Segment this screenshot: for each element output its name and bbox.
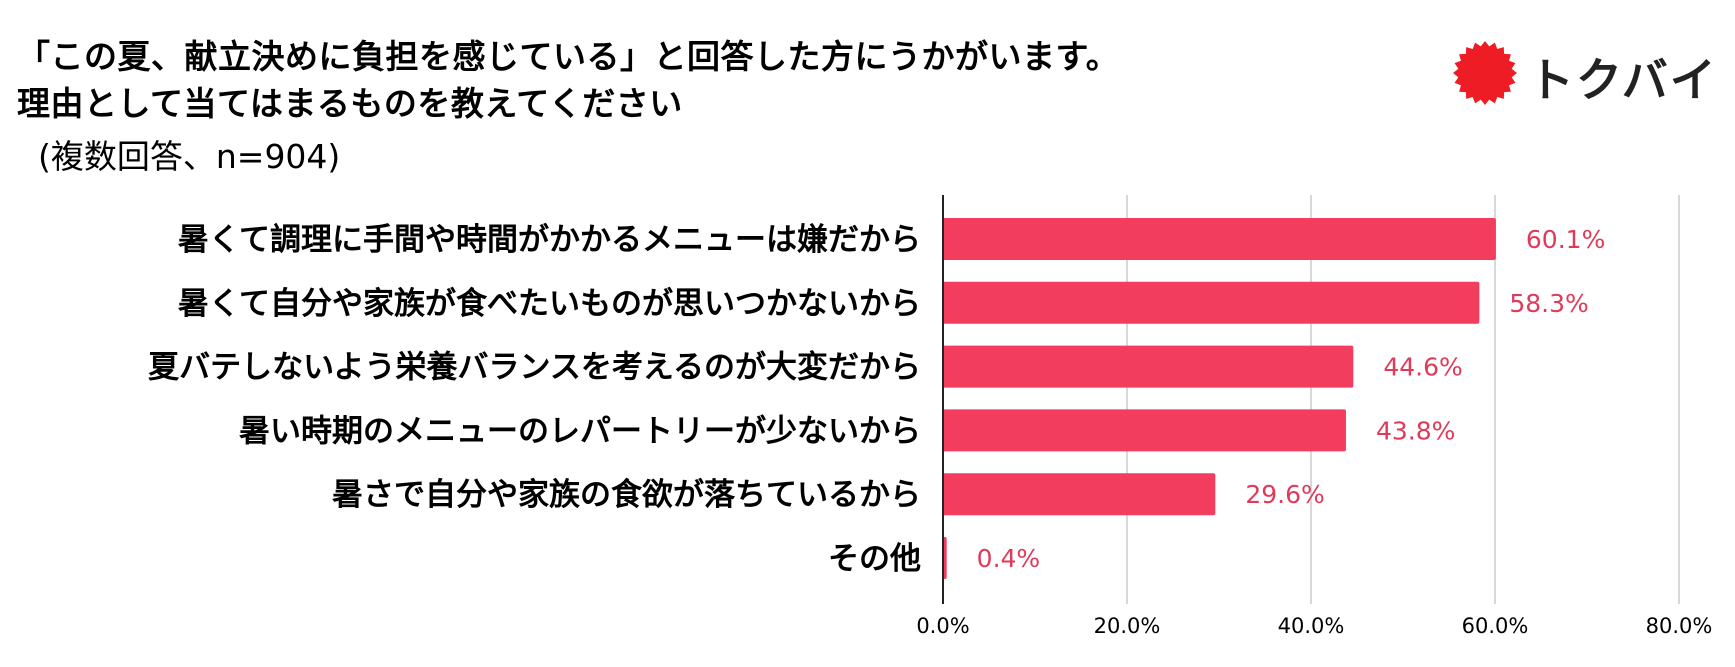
category-label: 夏バテしないよう栄養バランスを考えるのが大変だから (148, 350, 921, 386)
category-label: 暑くて自分や家族が食べたいものが思いつかないから (178, 286, 921, 322)
bar-value-label: 29.6% (1245, 480, 1324, 509)
x-tick-label: 0.0% (916, 614, 969, 638)
x-tick-label: 20.0% (1094, 614, 1161, 638)
category-label: 暑さで自分や家族の食欲が落ちているから (332, 477, 921, 513)
chart-title-line-1: 「この夏、献立決めに負担を感じている」と回答した方にうかがいます。 (17, 37, 1120, 76)
bar-value-label: 44.6% (1383, 353, 1462, 382)
chart-title-line-2: 理由として当てはまるものを教えてください (17, 84, 683, 123)
tokubai-logo: トクバイ (1452, 40, 1716, 107)
category-label: 暑い時期のメニューのレパートリーが少ないから (239, 413, 921, 449)
bar-value-label: 60.1% (1526, 225, 1605, 254)
bar (943, 281, 1480, 324)
bar-value-label: 43.8% (1376, 416, 1455, 445)
bar (943, 473, 1216, 516)
x-tick-label: 80.0% (1646, 614, 1713, 638)
chart-subtitle: (複数回答、n=904) (38, 137, 341, 176)
bar (943, 218, 1496, 260)
logo-text: トクバイ (1528, 53, 1718, 107)
bar-value-label: 0.4% (977, 544, 1041, 573)
red-sun-badge-icon (1453, 41, 1517, 105)
x-tick-label: 40.0% (1278, 614, 1345, 638)
x-tick-label: 60.0% (1462, 614, 1529, 638)
category-label: 暑くて調理に手間や時間がかかるメニューは嫌だから (178, 222, 921, 258)
bar (943, 345, 1354, 388)
bar (943, 409, 1346, 452)
bar-value-label: 58.3% (1509, 289, 1588, 318)
category-label: その他 (828, 541, 921, 577)
